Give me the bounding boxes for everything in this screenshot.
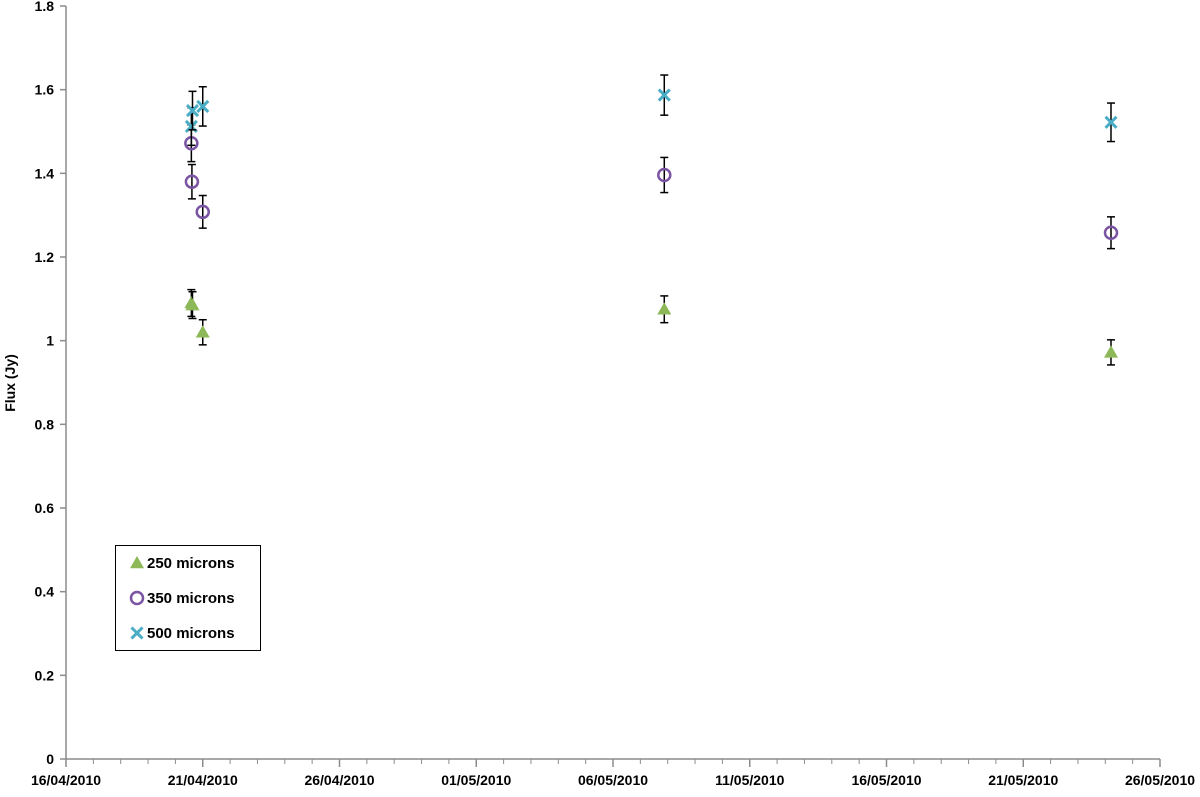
circle-marker [195,204,210,220]
x-marker-stroke [1104,115,1118,129]
x-tick-label: 11/05/2010 [715,772,785,788]
legend-label: 350 microns [147,590,235,607]
data-point [1104,102,1118,143]
y-tick-label: 0.6 [35,500,55,516]
x-tick-label: 21/04/2010 [168,772,238,788]
x-marker [1104,115,1118,129]
data-point [195,194,210,229]
triangle-marker [185,298,200,311]
triangle-marker [195,325,210,338]
y-tick-label: 0.8 [35,416,55,432]
triangle-marker [657,302,672,315]
y-tick-label: 0 [46,751,54,767]
series-500-microns [184,74,1118,147]
x-ticks: 16/04/2010 21/04/2010 26/04/2010 01/05/2010… [31,759,1195,788]
series-layer [184,74,1119,366]
legend-entry: 250 microns [130,555,235,572]
series-350-microns [184,124,1119,250]
data-point [195,319,210,346]
data-point [196,85,210,127]
data-point [1103,216,1119,250]
legend-entries: 250 microns 350 microns 500 microns [129,555,235,642]
y-ticks: 0 0.2 0.4 0.6 0.8 1 1.2 1.4 1.6 1.8 [35,0,66,767]
series-250-microns [184,288,1118,366]
x-tick-label: 21/05/2010 [988,772,1058,788]
x-marker [196,99,210,113]
x-marker-stroke [185,104,200,118]
triangle-marker [130,556,144,569]
x-tick-label: 06/05/2010 [578,772,648,788]
x-tick-label: 26/04/2010 [304,772,374,788]
data-point [657,156,672,194]
x-marker-stroke [184,119,198,134]
x-marker [657,88,671,102]
legend-label: 250 microns [147,555,235,572]
x-marker-stroke [196,99,210,113]
x-marker [130,626,144,640]
y-tick-label: 1 [46,333,54,349]
triangle-marker [1103,345,1118,358]
legend-label: 500 microns [147,625,235,642]
data-point [185,90,200,131]
x-tick-label: 16/04/2010 [31,772,101,788]
x-tick-label: 01/05/2010 [441,772,511,788]
x-marker-stroke [130,626,144,640]
legend: 250 microns 350 microns 500 microns [115,545,261,651]
y-tick-label: 1.8 [35,0,55,14]
circle-marker [657,167,672,183]
circle-marker [1103,225,1119,240]
y-tick-label: 0.4 [35,584,55,600]
y-tick-label: 1.2 [35,249,55,265]
y-axis-label: Flux (Jy) [2,354,18,412]
y-tick-label: 1.6 [35,82,55,98]
data-point [657,74,671,116]
x-tick-label: 16/05/2010 [851,772,921,788]
x-marker-stroke [657,88,671,102]
legend-entry: 350 microns [129,590,235,607]
y-tick-label: 0.2 [35,667,55,683]
data-point [185,290,200,320]
x-marker [185,104,200,118]
x-tick-label: 26/05/2010 [1125,772,1195,788]
y-tick-label: 1.4 [35,165,55,181]
circle-marker [184,174,200,189]
circle-marker [129,590,145,606]
data-point [1103,339,1118,366]
legend-entry: 500 microns [130,625,235,642]
data-point [657,295,672,324]
data-point [184,163,200,200]
